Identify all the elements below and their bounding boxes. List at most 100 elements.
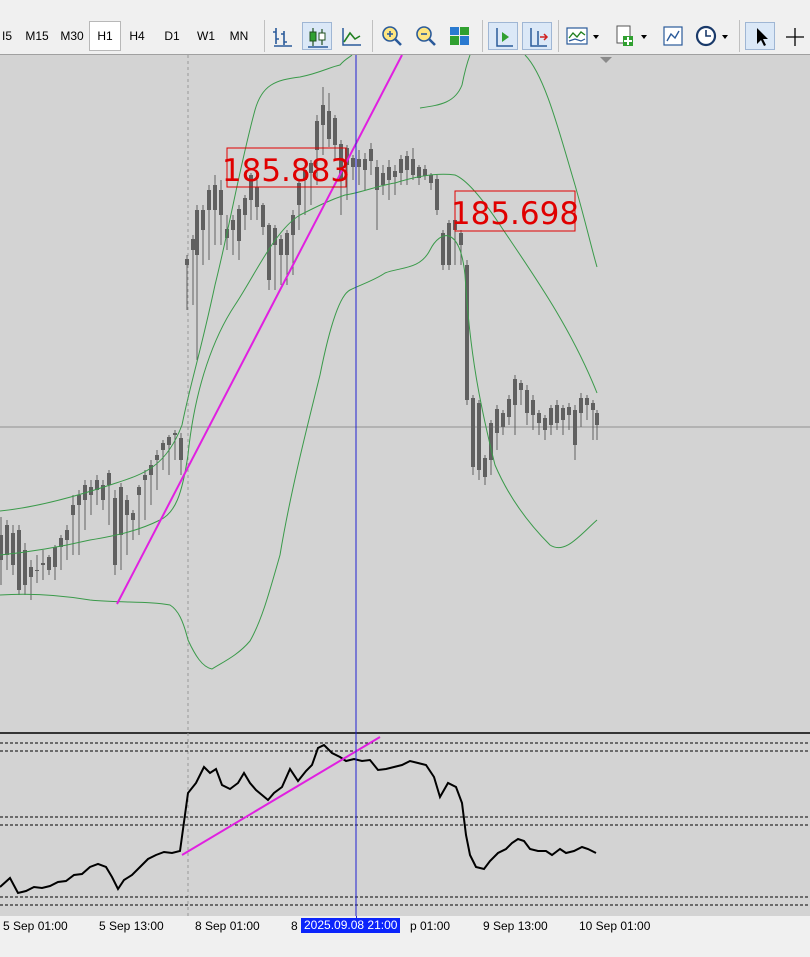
chart-shift-marker-icon	[600, 57, 612, 63]
autoscroll-button[interactable]	[522, 22, 552, 50]
candlestick-chart-button[interactable]	[302, 22, 332, 50]
candle-body	[71, 505, 75, 515]
candle-body	[191, 239, 195, 250]
candle-body	[435, 179, 439, 210]
candle-body	[17, 530, 21, 590]
chart-shift-button[interactable]	[488, 22, 518, 50]
zoom-out-icon	[416, 26, 436, 46]
candle-body	[315, 121, 319, 150]
candle-body	[113, 498, 117, 565]
timeframe-m30[interactable]: M30	[60, 29, 84, 43]
candle-body	[41, 563, 45, 565]
candle-body	[495, 409, 499, 433]
candle-body	[447, 223, 451, 265]
candle-body	[207, 190, 211, 210]
cursor-time-label: 2025.09.08 21:00	[301, 918, 401, 933]
bollinger-upper-band	[0, 55, 353, 512]
time-axis-label: 9 Sep 13:00	[483, 919, 548, 933]
cursor-button[interactable]	[745, 22, 775, 50]
timeframe-mn[interactable]: MN	[229, 29, 249, 43]
bollinger-middle-band	[0, 173, 598, 556]
toolbar-separator	[264, 20, 265, 52]
candle-body	[357, 159, 361, 167]
tile-windows-icon	[450, 27, 469, 45]
candle-body	[35, 570, 39, 571]
line-chart-icon	[342, 28, 361, 46]
candle-body	[363, 159, 367, 170]
zoom-in-button[interactable]	[377, 22, 407, 50]
toolbar-separator	[372, 20, 373, 52]
bollinger-lower-band	[0, 235, 598, 670]
candle-body	[279, 239, 283, 255]
crosshair-button[interactable]	[780, 22, 810, 50]
candle-body	[5, 525, 9, 555]
candle-body	[201, 210, 205, 230]
candle-body	[429, 175, 433, 183]
candle-body	[273, 228, 277, 245]
candle-body	[101, 485, 105, 500]
candle-body	[471, 398, 475, 467]
price-trendline[interactable]	[116, 55, 403, 605]
candle-body	[591, 403, 595, 410]
timeframe-d1[interactable]: D1	[164, 29, 180, 43]
price-chart[interactable]: 185.883 185.698	[0, 55, 810, 916]
candle-body	[405, 156, 409, 170]
bar-chart-button[interactable]	[268, 22, 298, 50]
candle-body	[321, 105, 325, 125]
time-axis-label: 10 Sep 01:00	[579, 919, 651, 933]
candle-body	[351, 158, 355, 167]
time-axis-label: p 01:00	[410, 919, 451, 933]
time-axis-label: 5 Sep 13:00	[99, 919, 164, 933]
bar-chart-icon	[273, 28, 292, 47]
candle-body	[107, 473, 111, 485]
candle-body	[411, 159, 415, 175]
timeframe-h4[interactable]: H4	[129, 29, 145, 43]
tile-windows-button[interactable]	[445, 22, 475, 50]
candle-body	[369, 149, 373, 161]
zoom-out-button[interactable]	[411, 22, 441, 50]
properties-button[interactable]	[658, 22, 688, 50]
timeframe-m15[interactable]: M15	[25, 29, 49, 43]
candle-body	[173, 433, 177, 435]
timeframe-h1[interactable]: H1	[89, 21, 121, 51]
candle-body	[519, 383, 523, 390]
candle-body	[531, 400, 535, 415]
candle-body	[387, 167, 391, 180]
candle-body	[59, 538, 63, 547]
timeframe-w1[interactable]: W1	[197, 29, 215, 43]
bollinger-upper-band	[419, 55, 471, 109]
candle-body	[161, 443, 165, 450]
toolbar-separator	[558, 20, 559, 52]
periodicity-button[interactable]	[692, 22, 732, 50]
candle-body	[549, 408, 553, 425]
candle-body	[11, 533, 15, 565]
candle-body	[561, 408, 565, 420]
candle-body	[237, 209, 241, 241]
candle-body	[465, 265, 469, 400]
candle-body	[131, 513, 135, 520]
line-chart-button[interactable]	[336, 22, 366, 50]
candle-body	[381, 173, 385, 185]
candle-body	[0, 535, 3, 560]
candle-body	[333, 118, 337, 145]
time-axis-label: 5 Sep 01:00	[3, 919, 68, 933]
candle-body	[185, 259, 189, 265]
templates-icon	[616, 25, 647, 46]
main-price-window: 185.883 185.698	[0, 55, 810, 733]
oscillator-line	[0, 743, 597, 895]
templates-button[interactable]	[611, 22, 651, 50]
candle-body	[149, 465, 153, 475]
periodicity-clock-icon	[695, 25, 728, 47]
candle-body	[255, 187, 259, 207]
oscillator-trendline[interactable]	[181, 736, 381, 856]
candle-body	[261, 205, 265, 227]
chart-background	[0, 55, 810, 916]
candle-body	[573, 410, 577, 445]
candle-body	[345, 148, 349, 165]
candle-body	[567, 407, 571, 415]
timeframe-m5[interactable]: I5	[1, 29, 12, 43]
candle-body	[507, 399, 511, 417]
candle-body	[155, 455, 159, 460]
candle-body	[595, 413, 599, 425]
indicators-button[interactable]	[563, 22, 603, 50]
